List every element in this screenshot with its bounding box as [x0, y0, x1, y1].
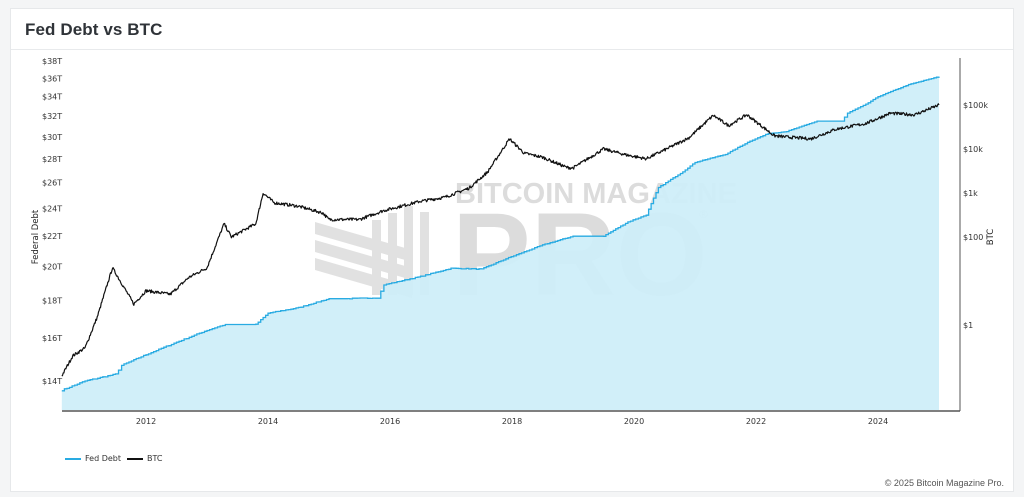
- fed-debt-swatch-icon: [65, 457, 81, 460]
- y-tick-label: $24T: [42, 204, 62, 213]
- y-tick-label: $22T: [42, 232, 62, 241]
- y-tick-label: $28T: [42, 155, 62, 164]
- y-tick-label: $32T: [42, 112, 62, 121]
- x-tick-label: 2016: [380, 417, 400, 426]
- chart-title: Fed Debt vs BTC: [25, 20, 163, 39]
- y-tick-label: $30T: [42, 133, 62, 142]
- y-tick-label: $34T: [42, 93, 62, 102]
- x-tick-label: 2018: [502, 417, 522, 426]
- legend-label-fed-debt: Fed Debt: [85, 454, 122, 463]
- y-tick-label: $20T: [42, 263, 62, 272]
- x-axis-ticks: 2012 2014 2016 2018 2020 2022 2024: [136, 417, 888, 426]
- left-y-axis-title: Federal Debt: [31, 209, 41, 264]
- y-tick-label: $36T: [42, 74, 62, 83]
- x-tick-label: 2012: [136, 417, 156, 426]
- y-tick-label: $18T: [42, 296, 62, 305]
- y2-tick-label: $100: [963, 233, 983, 242]
- y2-tick-label: $100k: [963, 101, 988, 110]
- legend-label-btc: BTC: [147, 454, 163, 463]
- right-y-axis-title: BTC: [986, 229, 996, 246]
- y-tick-label: $26T: [42, 179, 62, 188]
- card-header: Fed Debt vs BTC: [11, 9, 1013, 50]
- copyright-text: © 2025 Bitcoin Magazine Pro.: [884, 478, 1004, 488]
- legend: Fed Debt BTC: [65, 454, 163, 463]
- x-tick-label: 2014: [258, 417, 278, 426]
- fed-debt-area: [61, 76, 940, 410]
- x-tick-label: 2024: [868, 417, 888, 426]
- x-tick-label: 2022: [746, 417, 766, 426]
- y2-tick-label: $1: [963, 321, 973, 330]
- btc-line: [61, 103, 940, 377]
- y2-tick-label: $10k: [963, 145, 983, 154]
- btc-swatch-icon: [127, 457, 144, 460]
- right-y-axis-ticks: $1 $100 $1k $10k $100k: [963, 101, 988, 330]
- y2-tick-label: $1k: [963, 189, 978, 198]
- x-tick-label: 2020: [624, 417, 644, 426]
- y-tick-label: $14T: [42, 377, 62, 386]
- y-tick-label: $38T: [42, 57, 62, 66]
- y-tick-label: $16T: [42, 334, 62, 343]
- left-y-axis-ticks: $14T $16T $18T $20T $22T $24T $26T $28T $30T $32T…: [42, 57, 62, 386]
- fed-debt-line: [61, 76, 940, 392]
- legend-item-btc[interactable]: BTC: [127, 454, 163, 463]
- legend-item-fed-debt[interactable]: Fed Debt: [65, 454, 121, 463]
- series-layer: [61, 76, 940, 410]
